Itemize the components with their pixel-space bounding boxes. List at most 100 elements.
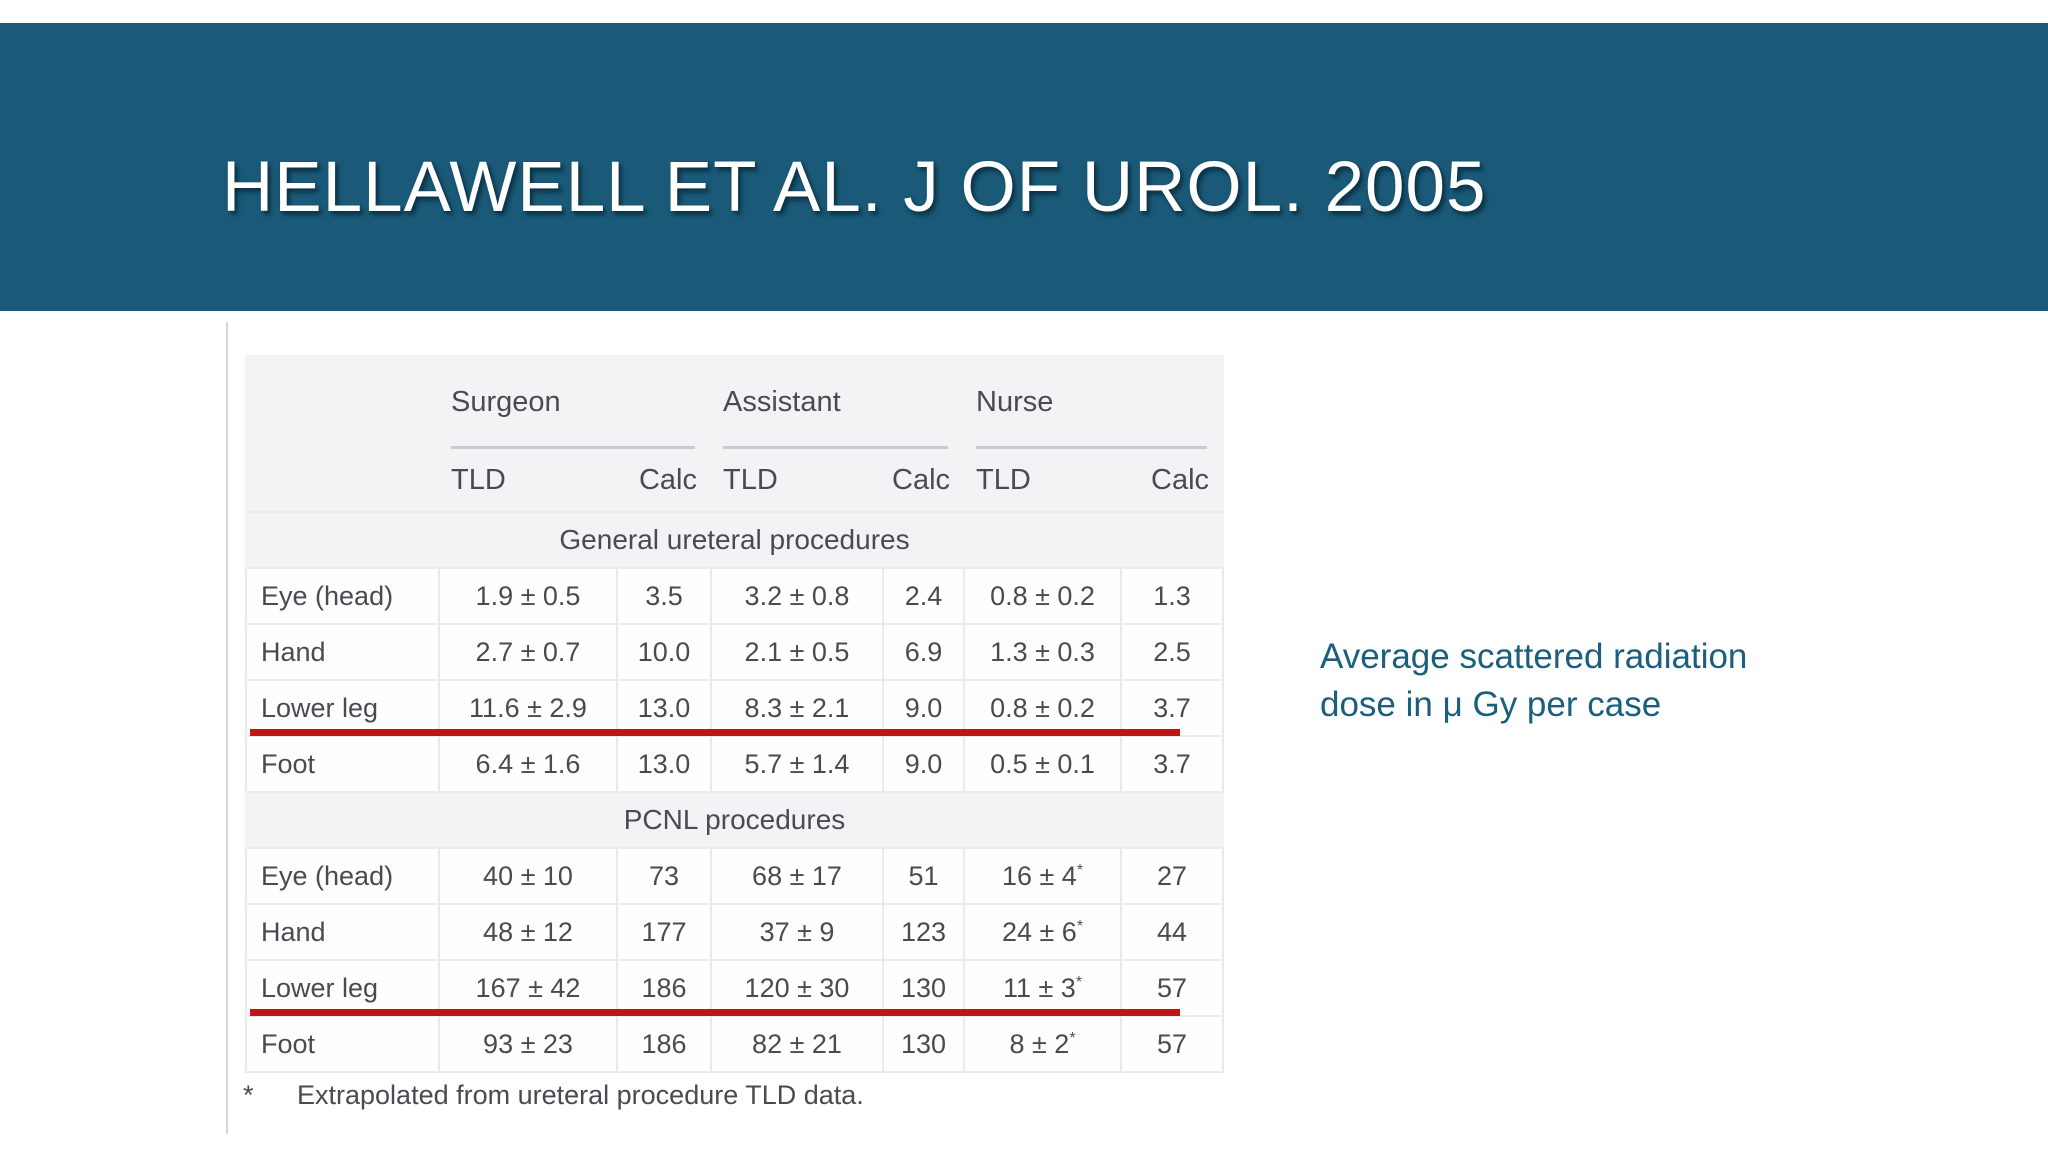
table-row: Hand 48 ± 12 177 37 ± 9 123 24 ± 6* 44 — [245, 903, 1225, 961]
footnote-marker: * — [1076, 861, 1084, 879]
cell: 6.9 — [881, 623, 966, 681]
cell: 44 — [1120, 903, 1225, 961]
left-guide-line — [226, 322, 228, 1134]
cell: 40 ± 10 — [438, 847, 618, 905]
cell: 10.0 — [616, 623, 712, 681]
group-header-surgeon: Surgeon — [439, 355, 711, 450]
footnote-marker: * — [1076, 917, 1084, 935]
group-separator-line — [451, 446, 695, 449]
red-underline-lower-leg-ureteral — [250, 729, 1180, 736]
table-footnote: * Extrapolated from ureteral procedure TL… — [243, 1080, 864, 1111]
section-title: PCNL procedures — [246, 791, 1224, 849]
cell: 51 — [881, 847, 966, 905]
subheader-assistant-calc: Calc — [892, 464, 951, 496]
table-row: Foot 93 ± 23 186 82 ± 21 130 8 ± 2* 57 — [245, 1015, 1225, 1073]
section-header-general-ureteral: General ureteral procedures — [246, 511, 1224, 569]
group-separator-line — [976, 446, 1208, 449]
table-row: Hand 2.7 ± 0.7 10.0 2.1 ± 0.5 6.9 1.3 ± … — [245, 623, 1225, 681]
table-corner-cell — [246, 355, 439, 450]
cell: 13.0 — [616, 735, 712, 793]
section-header-pcnl: PCNL procedures — [246, 791, 1224, 849]
row-label: Hand — [245, 903, 440, 961]
cell: 3.7 — [1120, 735, 1225, 793]
group-label: Surgeon — [451, 386, 561, 418]
cell: 2.7 ± 0.7 — [438, 623, 618, 681]
cell: 3.5 — [616, 567, 712, 625]
cell: 9.0 — [881, 679, 966, 737]
cell: 6.4 ± 1.6 — [438, 735, 618, 793]
row-label: Hand — [245, 623, 440, 681]
cell: 120 ± 30 — [710, 959, 884, 1017]
group-separator-line — [723, 446, 949, 449]
cell: 0.5 ± 0.1 — [963, 735, 1123, 793]
row-label: Lower leg — [245, 959, 440, 1017]
cell: 57 — [1120, 1015, 1225, 1073]
cell: 1.3 ± 0.3 — [963, 623, 1123, 681]
cell: 130 — [881, 1015, 966, 1073]
table-row-highlighted: Lower leg 167 ± 42 186 120 ± 30 130 11 ±… — [245, 959, 1225, 1017]
cell: 2.4 — [881, 567, 966, 625]
table-row: Eye (head) 1.9 ± 0.5 3.5 3.2 ± 0.8 2.4 0… — [245, 567, 1225, 625]
slide-title: HELLAWELL ET AL. J OF UROL. 2005 — [222, 148, 1487, 227]
cell: 8 ± 2* — [963, 1015, 1123, 1073]
table-row: Foot 6.4 ± 1.6 13.0 5.7 ± 1.4 9.0 0.5 ± … — [245, 735, 1225, 793]
cell: 11.6 ± 2.9 — [438, 679, 618, 737]
cell-value: 24 ± 6 — [1001, 916, 1077, 947]
annotation-text: Average scattered radiation dose in μ Gy… — [1320, 633, 1747, 729]
cell: 167 ± 42 — [438, 959, 618, 1017]
table-row-highlighted: Lower leg 11.6 ± 2.9 13.0 8.3 ± 2.1 9.0 … — [245, 679, 1225, 737]
table-group-header-row: Surgeon Assistant Nurse — [246, 355, 1223, 450]
cell: 177 — [616, 903, 712, 961]
annotation-line-1: Average scattered radiation — [1320, 637, 1748, 676]
dose-table: Surgeon Assistant Nurse TLD Calc TLD Cal… — [245, 355, 1225, 1073]
cell: 37 ± 9 — [710, 903, 884, 961]
cell: 2.5 — [1120, 623, 1225, 681]
cell: 9.0 — [881, 735, 966, 793]
subheader-surgeon-tld: TLD — [451, 464, 506, 496]
group-header-assistant: Assistant — [711, 355, 964, 450]
cell: 93 ± 23 — [438, 1015, 618, 1073]
footnote-marker: * — [243, 1080, 254, 1110]
table-row: Eye (head) 40 ± 10 73 68 ± 17 51 16 ± 4*… — [245, 847, 1225, 905]
cell: 11 ± 3* — [963, 959, 1123, 1017]
cell: 48 ± 12 — [438, 903, 618, 961]
group-label: Assistant — [723, 386, 841, 418]
subheader-nurse-tld: TLD — [976, 464, 1031, 496]
cell: 186 — [616, 959, 712, 1017]
cell: 73 — [616, 847, 712, 905]
cell: 1.9 ± 0.5 — [438, 567, 618, 625]
group-header-nurse: Nurse — [964, 355, 1223, 450]
cell: 3.7 — [1120, 679, 1225, 737]
cell: 68 ± 17 — [710, 847, 884, 905]
cell-value: 11 ± 3 — [1002, 972, 1076, 1003]
subheader-surgeon-calc: Calc — [638, 464, 697, 496]
cell: 2.1 ± 0.5 — [710, 623, 884, 681]
cell: 0.8 ± 0.2 — [963, 679, 1123, 737]
cell: 123 — [881, 903, 966, 961]
row-label: Foot — [245, 1015, 440, 1073]
cell: 8.3 ± 2.1 — [710, 679, 884, 737]
cell: 186 — [616, 1015, 712, 1073]
section-title: General ureteral procedures — [246, 511, 1224, 569]
annotation-line-2: dose in μ Gy per case — [1320, 685, 1662, 724]
group-label: Nurse — [976, 386, 1054, 418]
cell-value: 8 ± 2 — [1009, 1028, 1070, 1059]
cell: 3.2 ± 0.8 — [710, 567, 884, 625]
row-label: Lower leg — [245, 679, 440, 737]
cell: 82 ± 21 — [710, 1015, 884, 1073]
cell: 57 — [1120, 959, 1225, 1017]
cell: 5.7 ± 1.4 — [710, 735, 884, 793]
row-label: Foot — [245, 735, 440, 793]
table-subheader-row: TLD Calc TLD Calc TLD Calc — [246, 450, 1223, 512]
cell: 16 ± 4* — [963, 847, 1123, 905]
footnote-marker: * — [1069, 1029, 1076, 1047]
cell: 13.0 — [616, 679, 712, 737]
row-label: Eye (head) — [245, 847, 440, 905]
cell: 24 ± 6* — [963, 903, 1123, 961]
subheader-nurse-calc: Calc — [1151, 464, 1210, 496]
cell: 27 — [1120, 847, 1225, 905]
cell: 1.3 — [1120, 567, 1225, 625]
cell: 0.8 ± 0.2 — [963, 567, 1123, 625]
footnote-marker: * — [1075, 973, 1083, 991]
subheader-assistant-tld: TLD — [723, 464, 778, 496]
